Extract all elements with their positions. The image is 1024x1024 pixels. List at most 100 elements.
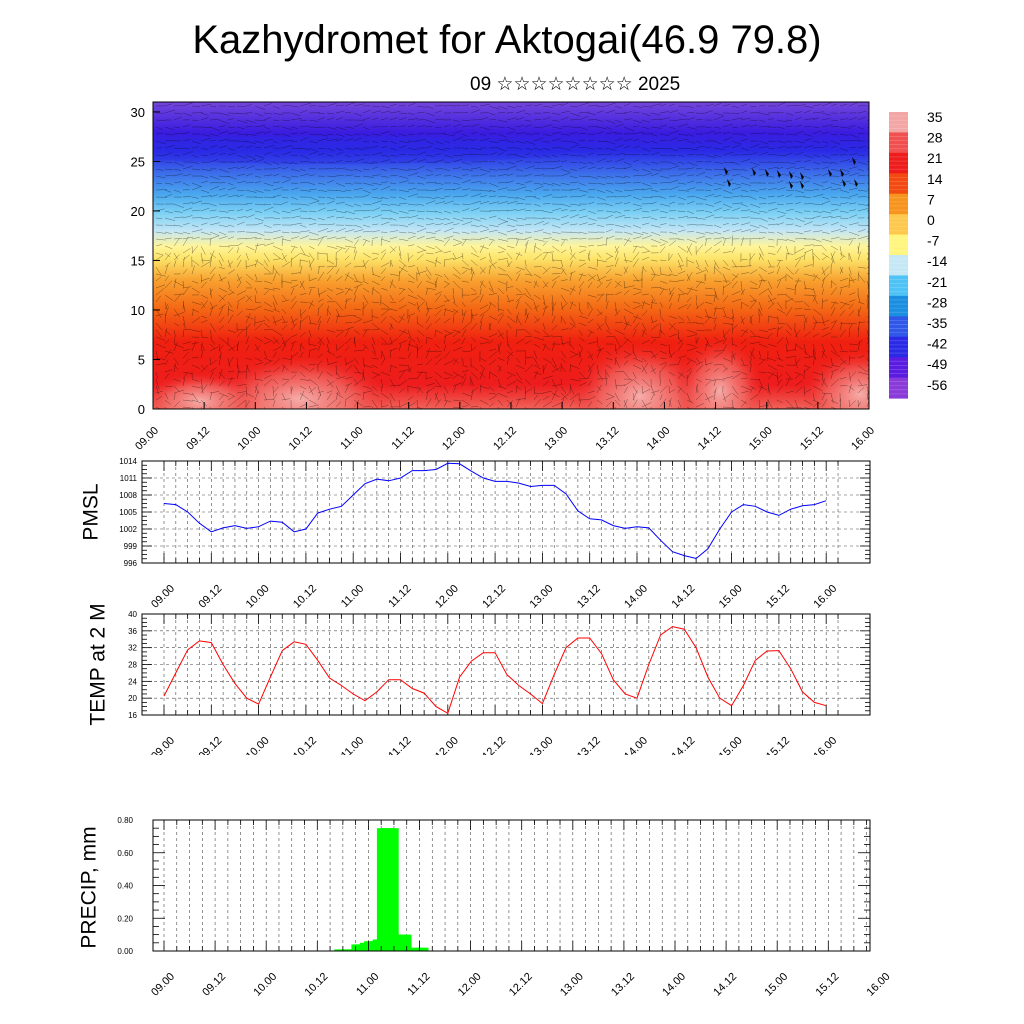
wind-barb xyxy=(326,336,330,345)
wind-barb xyxy=(443,133,455,137)
wind-barb xyxy=(794,217,805,223)
wind-barb xyxy=(317,182,326,185)
wind-barb xyxy=(515,364,525,370)
wind-barb xyxy=(263,287,275,291)
wind-barb xyxy=(254,203,265,206)
wind-barb xyxy=(578,273,587,277)
wind-barb xyxy=(686,126,697,130)
wind-barb xyxy=(848,182,856,185)
wind-barb xyxy=(713,154,722,158)
wind-barb xyxy=(227,261,233,268)
wind-barb xyxy=(326,126,337,130)
wind-barb xyxy=(659,315,665,322)
wind-barb xyxy=(551,126,563,130)
wind-barb xyxy=(515,252,521,261)
wind-barb xyxy=(569,315,576,325)
wind-barb xyxy=(434,399,441,408)
wind-barb xyxy=(299,102,311,107)
wind-barb xyxy=(272,386,279,394)
wind-barb xyxy=(560,147,572,151)
wind-barb xyxy=(623,238,632,242)
wind-barb xyxy=(632,224,642,229)
wind-barb xyxy=(191,200,203,205)
wind-barb xyxy=(272,125,281,128)
wind-barb xyxy=(659,329,665,336)
wind-barb xyxy=(497,343,501,354)
wind-barb xyxy=(497,385,507,390)
wind-barb xyxy=(794,330,801,338)
wind-barb xyxy=(551,357,557,368)
wind-barb xyxy=(326,175,337,178)
wind-barb xyxy=(587,273,595,280)
wind-barb xyxy=(479,309,489,317)
wind-barb xyxy=(767,280,773,290)
wind-barb xyxy=(200,378,203,389)
wind-barb xyxy=(704,294,715,296)
wind-barb xyxy=(218,371,226,380)
wind-barb xyxy=(407,364,411,373)
wind-barb xyxy=(812,308,822,316)
wind-barb xyxy=(218,152,226,156)
wind-barb xyxy=(830,245,839,251)
wind-barb xyxy=(866,280,869,290)
wind-barb xyxy=(362,175,374,178)
wind-barb xyxy=(533,399,541,408)
wind-barb xyxy=(722,308,727,317)
wind-barb xyxy=(434,329,443,334)
wind-barb xyxy=(218,138,230,142)
wind-barb xyxy=(605,329,612,335)
wind-barb xyxy=(848,133,859,138)
wind-barb xyxy=(713,351,723,359)
wind-barb xyxy=(587,112,596,116)
wind-barb xyxy=(290,257,293,268)
wind-barb xyxy=(443,105,455,107)
wind-barb xyxy=(371,286,374,296)
wind-barb xyxy=(281,175,292,179)
wind-barb xyxy=(506,131,515,135)
wind-barb xyxy=(506,308,512,315)
wind-barb xyxy=(407,210,416,212)
wind-barb xyxy=(578,249,586,254)
wind-barb xyxy=(416,111,426,114)
wind-barb xyxy=(236,310,243,317)
wind-barb xyxy=(272,105,280,109)
wind-barb xyxy=(335,248,343,254)
wind-barb xyxy=(452,374,459,380)
wind-barb xyxy=(353,158,365,163)
wind-barb xyxy=(308,174,316,177)
wind-barb xyxy=(614,336,621,347)
wind-barb xyxy=(479,384,482,394)
wind-barb xyxy=(281,161,292,164)
wind-barb xyxy=(677,118,688,121)
wind-barb xyxy=(497,238,509,242)
wind-barb xyxy=(497,152,504,156)
wind-barb xyxy=(326,167,336,170)
wind-barb xyxy=(299,309,307,317)
wind-barb xyxy=(407,385,419,389)
wind-barb xyxy=(560,215,569,219)
wind-barb xyxy=(551,207,562,212)
wind-barb xyxy=(371,133,381,136)
wind-barb xyxy=(209,231,220,236)
wind-barb xyxy=(218,392,229,398)
wind-barb xyxy=(866,301,869,310)
wind-barb xyxy=(677,216,688,219)
wind-barb xyxy=(821,319,830,324)
wind-barb xyxy=(380,217,392,220)
wind-barb xyxy=(182,330,185,338)
wind-barb xyxy=(641,362,648,373)
wind-barb xyxy=(380,110,391,114)
wind-barb xyxy=(326,179,334,184)
chart-title: Kazhydromet for Aktogai(46.9 79.8) xyxy=(192,18,822,62)
wind-barb xyxy=(308,222,317,226)
wind-barb xyxy=(344,298,348,310)
wind-barb xyxy=(740,104,747,107)
wind-barb xyxy=(425,223,435,226)
wind-barb xyxy=(821,222,828,226)
wind-barb xyxy=(335,314,339,324)
wind-barb xyxy=(173,329,176,338)
wind-barb xyxy=(515,182,525,186)
wind-barb xyxy=(569,378,581,382)
wind-barb xyxy=(758,112,770,116)
wind-barb xyxy=(416,165,425,170)
